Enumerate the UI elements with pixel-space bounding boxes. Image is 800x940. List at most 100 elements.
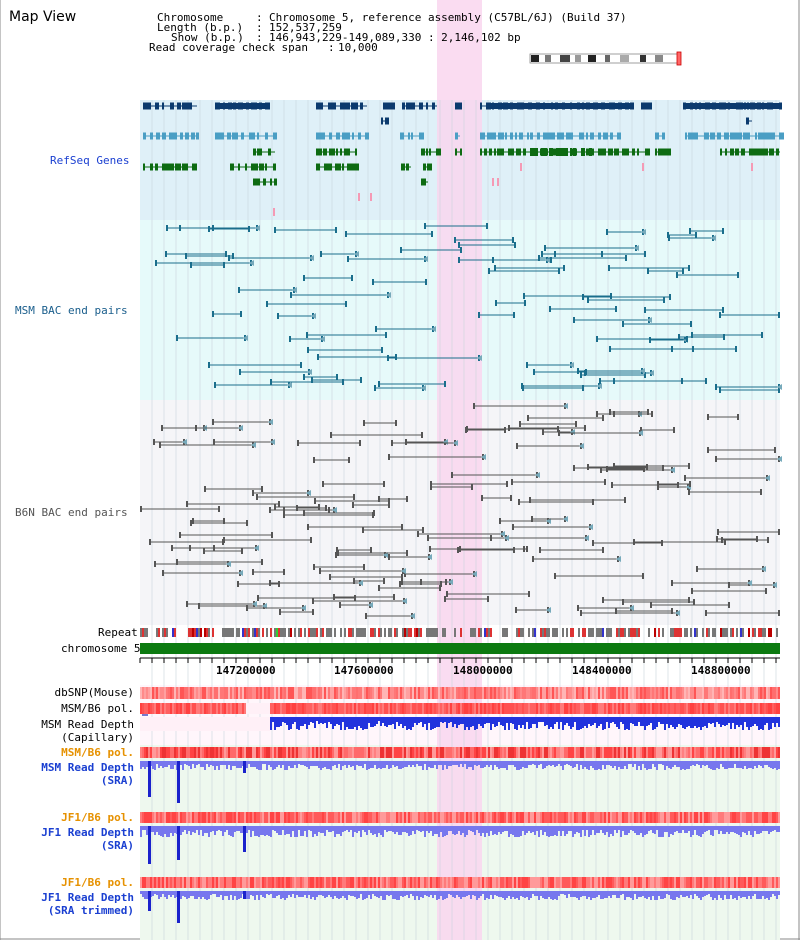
track-label-chromosome[interactable]: chromosome 5 xyxy=(61,642,141,655)
gene-exon xyxy=(180,132,183,140)
jf1-trimmed-depth-bar xyxy=(386,891,388,895)
b6n-bac-pair-end xyxy=(353,578,355,584)
msm-pol-heat-cell xyxy=(310,703,312,714)
jf1-b6-pol-heat-cell xyxy=(552,812,554,823)
jf1-b6-pol-trim-heat-cell xyxy=(284,877,286,888)
b6n-bac-pair-end xyxy=(406,496,408,502)
track-label-jf1-read-depth-trimmed[interactable]: JF1 Read Depth xyxy=(41,891,134,904)
msm-sra-depth-bar xyxy=(714,761,716,770)
repeat-element xyxy=(548,628,550,637)
jf1-b6-pol-trim-heat-cell xyxy=(524,877,526,888)
msm-b6-pol-heat-cell xyxy=(492,747,494,758)
jf1-b6-pol-heat-cell xyxy=(368,812,370,823)
msm-capillary-depth-bar xyxy=(568,717,570,726)
msm-sra-depth-bar xyxy=(248,761,250,764)
msm-pol-heat-cell xyxy=(748,703,750,714)
gene-exon xyxy=(530,132,533,140)
msm-sra-depth-bar xyxy=(314,761,316,766)
jf1-trimmed-depth-bar xyxy=(154,891,156,894)
msm-capillary-depth-bar xyxy=(520,717,522,728)
jf1-b6-pol-trim-heat-cell xyxy=(328,877,330,888)
dbsnp-heat-cell xyxy=(438,687,440,699)
track-label-jf1-b6-pol-trimmed[interactable]: JF1/B6 pol. xyxy=(61,876,134,889)
jf1-b6-pol-heat-cell xyxy=(168,812,170,823)
jf1-b6-pol-heat-cell xyxy=(228,812,230,823)
jf1-trimmed-depth-bar xyxy=(450,891,452,895)
track-label-jf1-b6-pol[interactable]: JF1/B6 pol. xyxy=(61,811,134,824)
msm-b6-pol-heat-cell xyxy=(588,747,590,758)
msm-bac-pair-end xyxy=(374,385,376,391)
msm-sra-depth-bar xyxy=(418,761,420,766)
repeat-element xyxy=(238,628,240,637)
jf1-b6-pol-heat-cell xyxy=(732,812,734,823)
msm-capillary-depth-bar xyxy=(596,717,598,728)
dbsnp-heat-cell xyxy=(344,687,346,699)
msm-capillary-depth-bar xyxy=(720,717,722,727)
repeat-element xyxy=(484,628,486,637)
jf1-trimmed-depth-bar xyxy=(312,891,314,897)
track-label-msm-b6-pol-sra[interactable]: MSM/B6 pol. xyxy=(61,746,134,759)
track-label-msm-read-depth-sra[interactable]: MSM Read Depth xyxy=(41,761,134,774)
jf1-b6-pol-trim-heat-cell xyxy=(714,877,716,888)
msm-sra-depth-bar xyxy=(164,761,166,767)
gene-marker xyxy=(492,178,494,186)
jf1-sra-depth-bar xyxy=(480,826,482,836)
msm-b6-pol-heat-cell xyxy=(704,747,706,758)
jf1-sra-depth-bar xyxy=(646,826,648,834)
msm-bac-pair-end xyxy=(715,384,717,390)
msm-sra-depth-bar xyxy=(336,761,338,768)
jf1-sra-depth-bar xyxy=(504,826,506,831)
jf1-b6-pol-trim-heat-cell xyxy=(628,877,630,888)
dbsnp-heat-cell xyxy=(282,687,284,699)
repeat-element xyxy=(226,628,228,637)
jf1-b6-pol-heat-cell xyxy=(160,812,162,823)
gene-exon xyxy=(710,132,715,140)
track-label-b6n-bac-end-pairs[interactable]: B6N BAC end pairs xyxy=(15,506,128,519)
msm-sra-depth-bar xyxy=(604,761,606,769)
jf1-b6-pol-trim-heat-cell xyxy=(566,877,568,888)
jf1-trimmed-depth-bar xyxy=(514,891,516,899)
jf1-sra-depth-bar xyxy=(240,826,242,833)
track-label-jf1-read-depth-sra[interactable]: JF1 Read Depth xyxy=(41,826,134,839)
msm-capillary-depth-bar xyxy=(604,717,606,729)
jf1-b6-pol-heat-cell xyxy=(682,812,684,823)
msm-capillary-depth-bar xyxy=(314,717,316,728)
msm-pol-heat-cell xyxy=(224,703,226,714)
track-label-refseq-genes[interactable]: RefSeq Genes xyxy=(50,154,130,167)
b6n-bac-pair-end xyxy=(269,580,271,586)
jf1-sra-depth-bar xyxy=(200,826,202,830)
gene-exon xyxy=(749,148,754,156)
jf1-b6-pol-heat-cell xyxy=(422,812,424,823)
jf1-sra-depth-bar xyxy=(608,826,610,837)
msm-bac-pair-end xyxy=(303,275,305,281)
jf1-trimmed-depth-bar xyxy=(388,891,390,896)
jf1-sra-depth-bar xyxy=(272,826,274,830)
track-label-msm-bac-end-pairs[interactable]: MSM BAC end pairs xyxy=(15,304,128,317)
track-label-dbsnp[interactable]: dbSNP(Mouse) xyxy=(54,686,134,699)
msm-capillary-depth-bar xyxy=(316,717,318,721)
track-label-msm-read-depth-capillary[interactable]: MSM Read Depth xyxy=(41,718,134,731)
dbsnp-heat-cell xyxy=(380,687,382,699)
track-label-msm-b6-pol[interactable]: MSM/B6 pol. xyxy=(61,702,134,715)
msm-capillary-depth-bar xyxy=(374,717,376,726)
dbsnp-heat-cell xyxy=(752,687,754,699)
dbsnp-heat-cell xyxy=(480,687,482,699)
track-label-repeat[interactable]: Repeat xyxy=(98,626,138,639)
jf1-sra-depth-bar-spike xyxy=(148,826,151,864)
dbsnp-heat-cell xyxy=(540,687,542,699)
jf1-trimmed-depth-bar xyxy=(332,891,334,899)
jf1-b6-pol-trim-heat-cell xyxy=(718,877,720,888)
msm-b6-pol-heat-cell xyxy=(560,747,562,758)
dbsnp-heat-cell xyxy=(290,687,292,699)
msm-b6-pol-heat-cell xyxy=(312,747,314,758)
jf1-trimmed-depth-bar xyxy=(376,891,378,897)
ideogram-band xyxy=(560,55,570,62)
jf1-b6-pol-heat-cell xyxy=(560,812,562,823)
gene-exon xyxy=(253,148,256,156)
jf1-sra-depth-bar xyxy=(686,826,688,833)
jf1-sra-depth-bar xyxy=(758,826,760,834)
msm-b6-pol-heat-cell xyxy=(670,747,672,758)
msm-capillary-depth-bar xyxy=(276,717,278,727)
jf1-b6-pol-trim-heat-cell xyxy=(672,877,674,888)
jf1-sra-depth-bar xyxy=(706,826,708,831)
